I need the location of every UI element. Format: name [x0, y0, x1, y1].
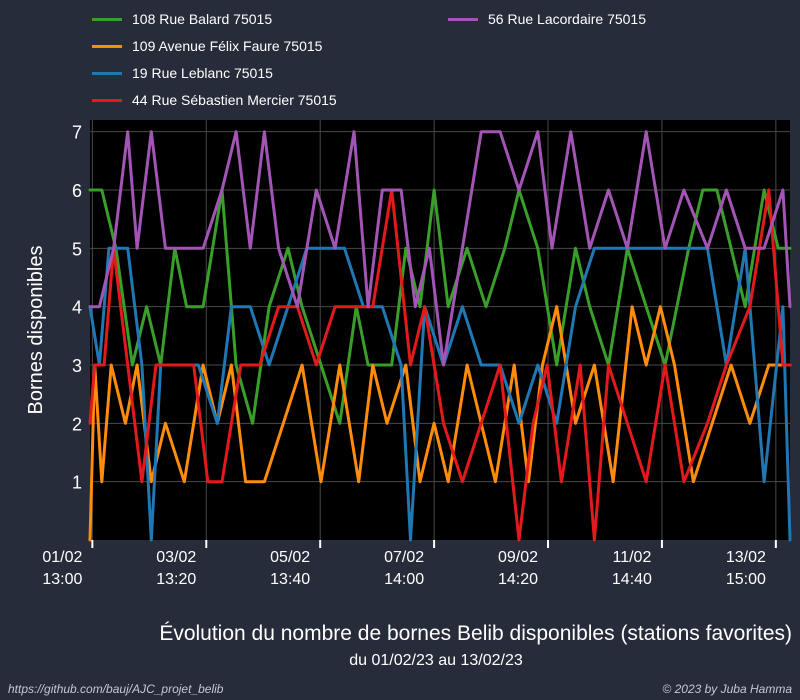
legend-swatch	[92, 98, 122, 102]
legend-swatch	[92, 44, 122, 48]
series-line-4	[88, 188, 792, 542]
y-axis-label: Bornes disponibles	[25, 246, 47, 415]
legend-label: 56 Rue Lacordaire 75015	[488, 11, 647, 27]
legend-label: 19 Rue Leblanc 75015	[132, 65, 273, 81]
x-tick-label: 01/02 13:00	[42, 549, 82, 588]
x-tick-label: 13/02 15:00	[726, 549, 766, 588]
legend-item: 109 Avenue Félix Faure 75015	[92, 38, 322, 54]
legend-label: 108 Rue Balard 75015	[132, 11, 273, 27]
y-tick-label: 3	[72, 356, 82, 376]
footer-source-link[interactable]: https://github.com/bauj/AJC_projet_belib	[8, 682, 224, 696]
legend-item: 44 Rue Sébastien Mercier 75015	[92, 92, 337, 108]
footer-copyright: © 2023 by Juba Hamma	[662, 682, 792, 696]
y-tick-label: 1	[72, 473, 82, 493]
y-tick-label: 4	[72, 298, 82, 318]
axes: 1 2 3 4 5 6 7 01/02 13:00 03/02 13:20 05/02 13:40 07/…	[42, 123, 777, 588]
series-line-2	[88, 305, 792, 542]
legend-item: 56 Rue Lacordaire 75015	[448, 11, 646, 27]
legend-item: 108 Rue Balard 75015	[92, 11, 272, 27]
y-tick-label: 6	[72, 181, 82, 201]
legend: 108 Rue Balard 75015 109 Avenue Félix Fau…	[92, 8, 792, 118]
x-tick-label: 05/02 13:40	[270, 549, 310, 588]
series-line-1	[88, 188, 792, 425]
y-tick-label: 7	[72, 123, 82, 143]
y-tick-label: 2	[72, 414, 82, 434]
legend-item: 19 Rue Leblanc 75015	[92, 65, 273, 81]
legend-label: 44 Rue Sébastien Mercier 75015	[132, 92, 337, 108]
series-lines	[88, 130, 792, 542]
x-tick-label: 11/02 14:40	[612, 549, 652, 588]
series-line-5	[88, 130, 792, 367]
chart-title: Évolution du nombre de bornes Belib disp…	[159, 622, 792, 645]
legend-swatch	[448, 17, 478, 21]
chart-subtitle: du 01/02/23 au 13/02/23	[349, 652, 523, 669]
x-tick-label: 09/02 14:20	[498, 549, 538, 588]
legend-swatch	[92, 71, 122, 75]
legend-swatch	[92, 17, 122, 21]
y-tick-label: 5	[72, 239, 82, 259]
x-tick-label: 03/02 13:20	[156, 549, 196, 588]
legend-label: 109 Avenue Félix Faure 75015	[132, 38, 323, 54]
x-tick-label: 07/02 14:00	[384, 549, 424, 588]
